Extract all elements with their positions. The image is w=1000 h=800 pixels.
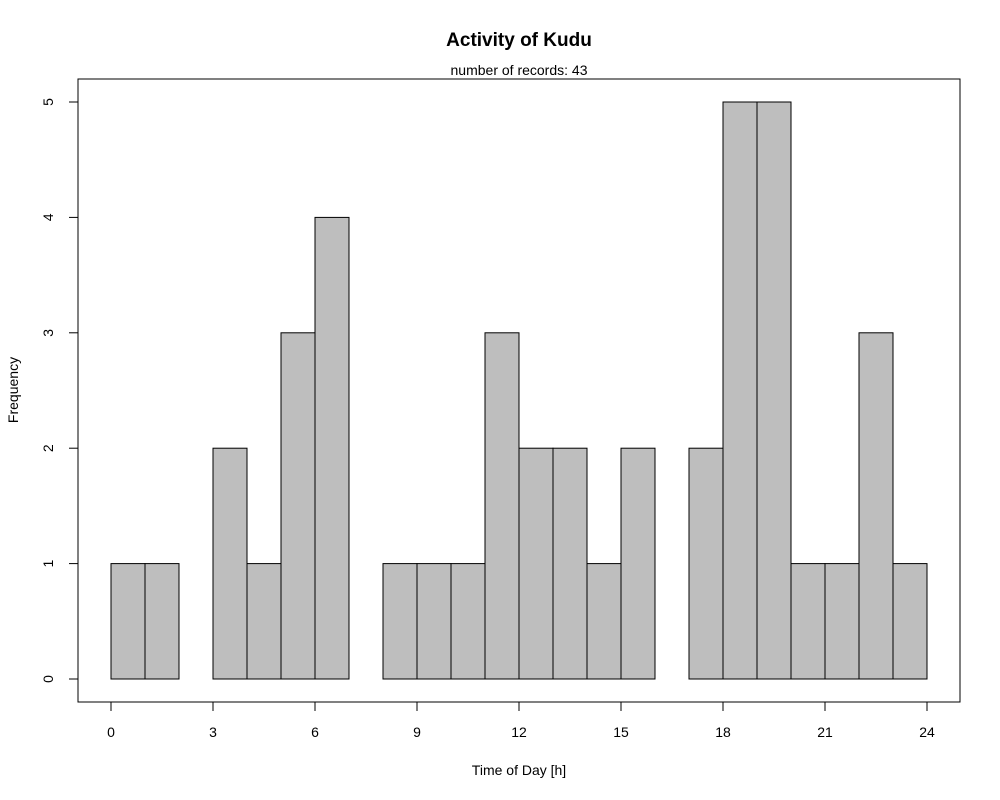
x-tick-label: 9 [413,724,421,740]
y-axis-label: Frequency [5,357,21,423]
histogram-bar [450,563,486,680]
histogram-bar [110,563,146,680]
y-tick-label: 1 [40,559,56,567]
y-axis: 0 1 2 3 4 5 [40,98,79,683]
chart-title: Activity of Kudu [446,30,592,51]
x-tick-label: 18 [715,724,731,740]
histogram-bar [314,216,350,680]
y-tick-label: 4 [40,213,56,221]
x-tick-label: 12 [511,724,527,740]
histogram-bar [246,563,282,680]
x-axis: 0 3 6 9 12 15 18 21 24 [107,701,935,740]
y-tick-label: 2 [40,444,56,452]
histogram-bar [756,101,792,680]
histogram-bar [620,447,656,680]
histogram-bar [144,563,180,680]
histogram-bar [212,447,248,680]
histogram-bar [518,447,554,680]
x-tick-label: 15 [613,724,629,740]
histogram-bar [280,332,316,680]
histogram-bar [824,563,860,680]
histogram-bar [484,332,520,680]
x-tick-label: 24 [919,724,935,740]
histogram-bar [858,332,894,680]
x-tick-label: 21 [817,724,833,740]
x-tick-label: 6 [311,724,319,740]
histogram-bar [790,563,826,680]
y-tick-label: 3 [40,329,56,337]
x-tick-label: 3 [209,724,217,740]
y-tick-label: 5 [40,98,56,106]
chart-subtitle: number of records: 43 [451,62,588,78]
histogram-bar [892,563,928,680]
histogram-bar [688,447,724,680]
histogram-bar [586,563,622,680]
histogram-bar [416,563,452,680]
histogram-bar [722,101,758,680]
bars-group [110,101,928,680]
x-axis-label: Time of Day [h] [472,762,566,778]
histogram-bar [382,563,418,680]
histogram-bar [552,447,588,680]
x-tick-label: 0 [107,724,115,740]
y-tick-label: 0 [40,675,56,683]
